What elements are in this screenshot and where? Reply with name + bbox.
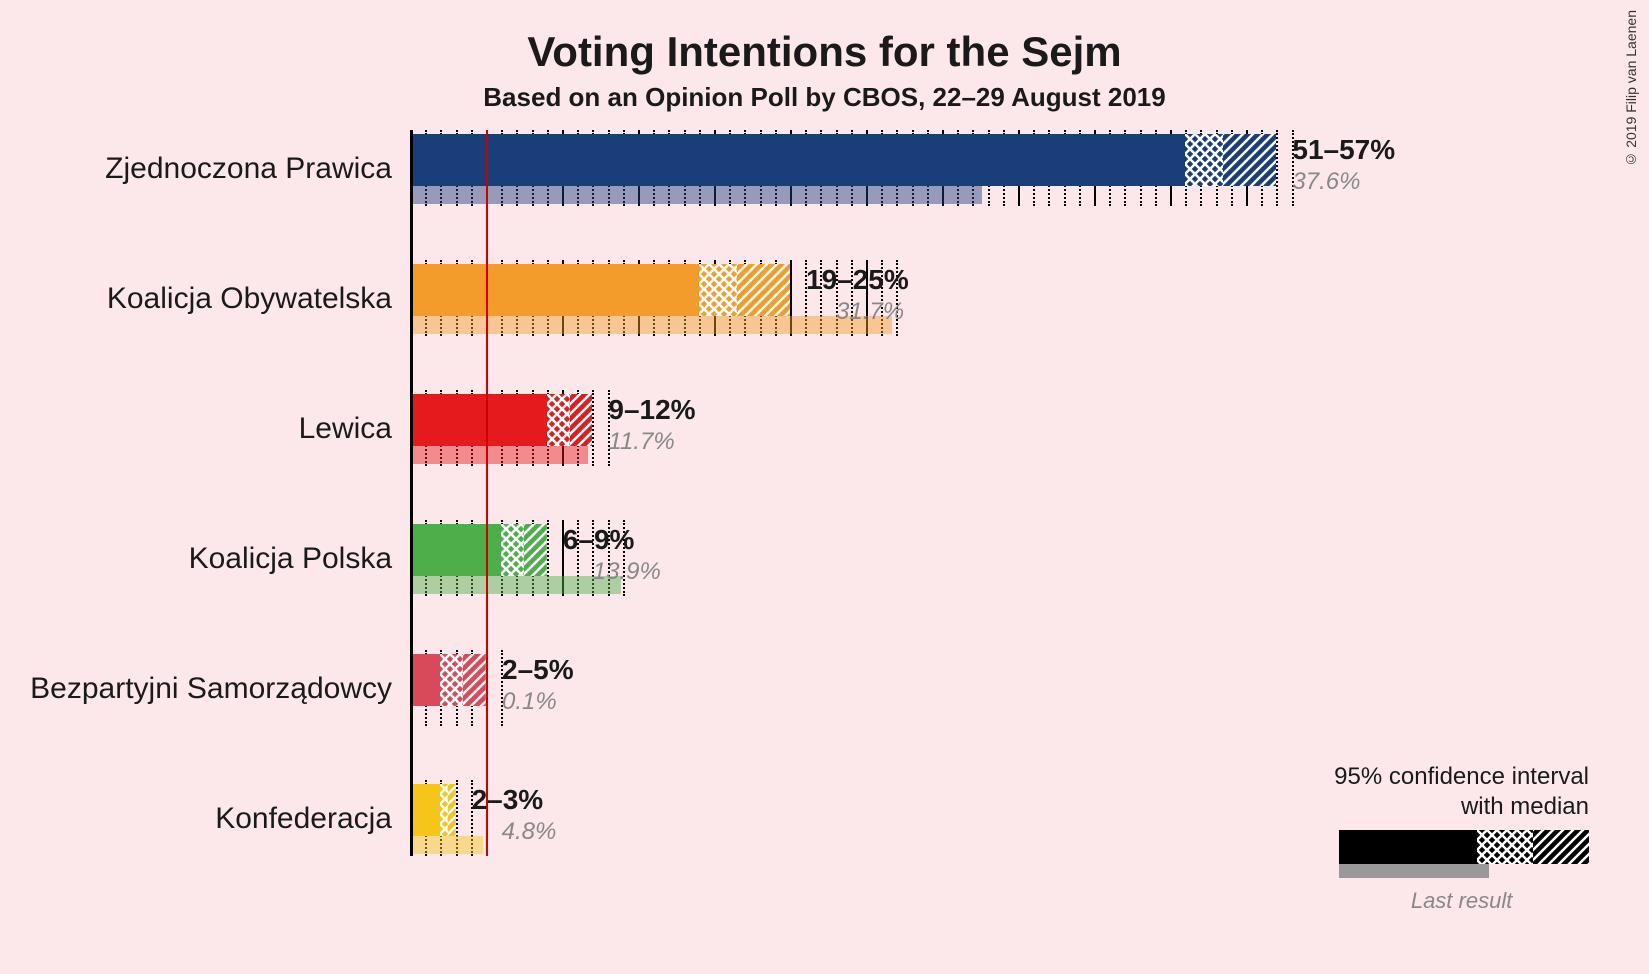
threshold-line — [486, 130, 488, 856]
confidence-bar — [410, 264, 699, 316]
ci-upper-segment — [737, 264, 790, 316]
party-label: Koalicja Obywatelska — [10, 282, 410, 316]
range-label: 6–9% — [563, 524, 635, 556]
confidence-bar — [410, 654, 440, 706]
range-label: 9–12% — [608, 394, 695, 426]
legend-last-label: Last result — [1334, 888, 1589, 914]
ci-upper-segment — [463, 654, 486, 706]
last-result-label: 37.6% — [1292, 168, 1360, 196]
last-result-label: 31.7% — [836, 298, 904, 326]
confidence-bar — [410, 394, 547, 446]
last-result-bar — [410, 576, 621, 594]
party-label: Lewica — [10, 412, 410, 446]
last-result-label: 11.7% — [608, 428, 674, 456]
ci-median-segment — [547, 394, 570, 446]
party-row: Konfederacja2–3%4.8% — [410, 780, 1310, 880]
party-row: Lewica9–12%11.7% — [410, 390, 1310, 490]
party-row: Zjednoczona Prawica51–57%37.6% — [410, 130, 1310, 230]
last-result-bar — [410, 836, 483, 854]
party-label: Konfederacja — [10, 802, 410, 836]
copyright: © 2019 Filip van Laenen — [1623, 10, 1639, 168]
confidence-bar — [410, 784, 440, 836]
last-result-bar — [410, 316, 892, 334]
ci-median-segment — [699, 264, 737, 316]
legend: 95% confidence interval with median Last… — [1334, 762, 1589, 914]
last-result-label: 4.8% — [502, 818, 557, 846]
last-result-label: 0.1% — [502, 688, 557, 716]
range-label: 19–25% — [806, 264, 909, 296]
chart-area: Zjednoczona Prawica51–57%37.6% Koalicja O… — [410, 130, 1310, 910]
ci-median-segment — [501, 524, 524, 576]
party-row: Bezpartyjni Samorządowcy2–5%0.1% — [410, 650, 1310, 750]
ci-upper-segment — [448, 784, 456, 836]
ci-median-segment — [440, 784, 448, 836]
ci-median-segment — [440, 654, 463, 706]
party-label: Koalicja Polska — [10, 542, 410, 576]
party-row: Koalicja Obywatelska19–25%31.7% — [410, 260, 1310, 360]
chart-subtitle: Based on an Opinion Poll by CBOS, 22–29 … — [0, 82, 1649, 113]
range-label: 51–57% — [1292, 134, 1395, 166]
confidence-bar — [410, 134, 1185, 186]
legend-title: 95% confidence interval with median — [1334, 762, 1589, 822]
range-label: 2–3% — [472, 784, 544, 816]
party-row: Koalicja Polska6–9%13.9% — [410, 520, 1310, 620]
ci-median-segment — [1185, 134, 1223, 186]
last-result-bar — [410, 446, 588, 464]
party-label: Zjednoczona Prawica — [10, 152, 410, 186]
legend-bars — [1339, 830, 1589, 886]
party-label: Bezpartyjni Samorządowcy — [10, 672, 410, 706]
range-label: 2–5% — [502, 654, 574, 686]
ci-upper-segment — [570, 394, 593, 446]
last-result-label: 13.9% — [593, 558, 661, 586]
last-result-bar — [410, 186, 982, 204]
ci-upper-segment — [524, 524, 547, 576]
ci-upper-segment — [1223, 134, 1276, 186]
chart-title: Voting Intentions for the Sejm — [0, 0, 1649, 76]
